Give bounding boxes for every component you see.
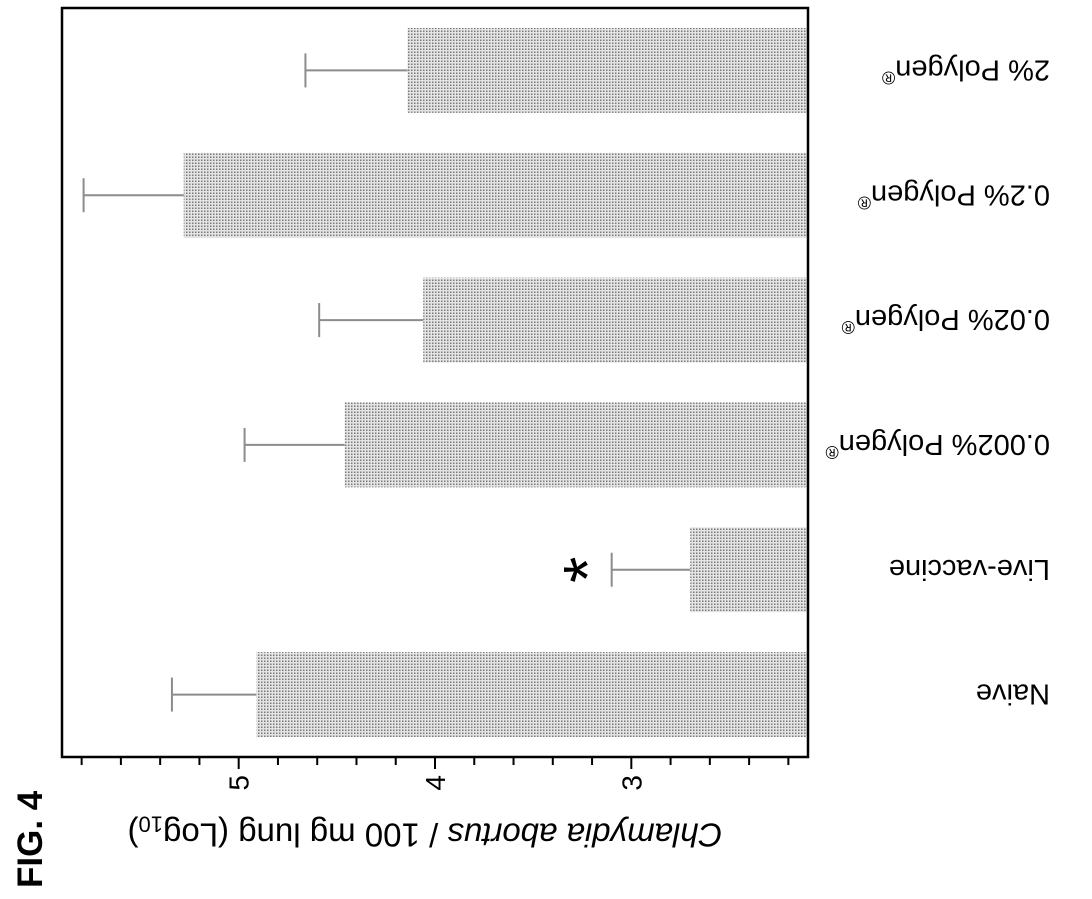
bar-0-2-polygen (183, 152, 809, 238)
y-tick-label: 4 (420, 775, 451, 791)
y-tick-label: 5 (224, 775, 255, 791)
category-label-naive: Naive (976, 678, 1050, 710)
y-axis-label: Chlamydia abortus / 100 mg lung (Log10) (128, 812, 723, 854)
error-bar-0-2-polygen (82, 178, 184, 213)
bar-0-002-polygen (344, 402, 808, 488)
bar-live-vaccine (690, 527, 808, 613)
chart-area: FIG. 4 3 4 5 Naive Live-vaccine 0.002% Polyg… (11, 6, 1050, 888)
error-bar-0-02-polygen (318, 303, 424, 338)
category-label-0-02-polygen: 0.02% Polygen® (842, 303, 1050, 337)
bar-2-polygen (407, 27, 808, 113)
y-axis-ticks (80, 757, 790, 769)
annotations: * (550, 557, 626, 583)
category-label-0-002-polygen: 0.002% Polygen® (826, 428, 1050, 462)
x-axis-category-labels: Naive Live-vaccine 0.002% Polygen® 0.02% Po… (826, 53, 1050, 709)
error-bar-0-002-polygen (243, 427, 345, 462)
category-label-live-vaccine: Live-vaccine (889, 553, 1050, 585)
significance-asterisk: * (550, 557, 626, 583)
y-axis-tick-labels: 3 4 5 (224, 775, 648, 791)
error-bar-2-polygen (304, 53, 408, 88)
category-label-0-2-polygen: 0.2% Polygen® (858, 178, 1050, 212)
y-tick-label: 3 (616, 775, 647, 791)
error-bar-live-vaccine (610, 552, 691, 587)
bars (183, 27, 809, 738)
bar-0-02-polygen (423, 277, 808, 363)
bar-naive (256, 652, 808, 738)
category-label-2-polygen: 2% Polygen® (882, 53, 1050, 87)
error-bar-naive (170, 677, 257, 712)
error-bars (82, 53, 691, 712)
plot-frame (60, 6, 810, 759)
figure-label: FIG. 4 (11, 790, 50, 888)
